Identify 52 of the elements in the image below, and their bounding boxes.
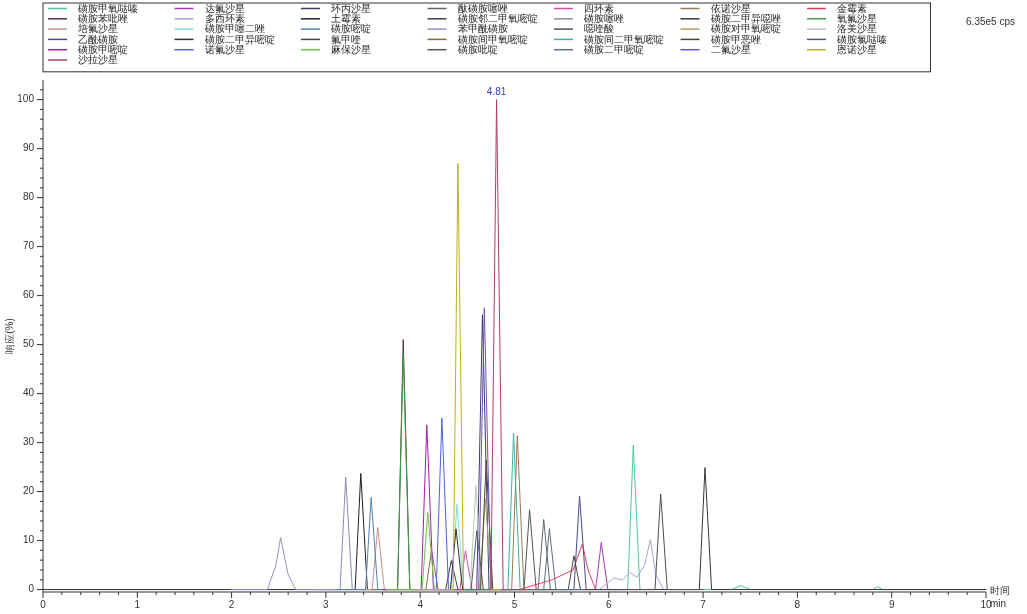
- legend-label: 沙拉沙星: [78, 54, 118, 66]
- y-tick-label: 70: [22, 240, 35, 252]
- y-tick-label: 80: [22, 191, 35, 203]
- x-tick-label: 7: [700, 598, 707, 610]
- text: 6.35e5 cps: [966, 15, 1015, 27]
- x-tick-label: 1: [134, 598, 141, 610]
- legend-label: 多西环素: [204, 12, 245, 24]
- x-tick-label: 5: [511, 598, 518, 610]
- y-tick-label: 30: [22, 436, 35, 448]
- y-tick-label: 20: [22, 485, 35, 497]
- x-tick-label: 9: [888, 598, 895, 610]
- legend-label: 磺胺甲恶唑: [709, 33, 761, 45]
- annotation: 4.81: [486, 86, 507, 98]
- legend-label: 磺胺间二甲氧嘧啶: [583, 33, 664, 45]
- y-tick-label: 40: [22, 387, 35, 399]
- legend-label: 磺胺间甲氧嘧啶: [456, 33, 528, 45]
- y-axis-title: 响应(%): [3, 318, 15, 354]
- x-tick-label: 2: [228, 598, 235, 610]
- x-tick-label: 3: [323, 598, 330, 610]
- x-axis-title: 时间 min: [990, 584, 1010, 609]
- y-tick-label: 60: [22, 289, 35, 301]
- legend-label: 噁喹酸: [584, 23, 614, 35]
- legend-label: 磺胺对甲氧嘧啶: [709, 23, 781, 35]
- legend-label: 乙酰磺胺: [78, 33, 118, 45]
- legend-label: 苯甲酰磺胺: [457, 23, 508, 35]
- legend-label: 磺胺甲氧哒嗪: [77, 2, 138, 14]
- legend-label: 麻保沙星: [331, 43, 371, 55]
- legend-label: 磺胺甲嘧啶: [77, 43, 128, 55]
- legend-label: 培氟沙星: [77, 23, 118, 35]
- x-tick-label: 8: [794, 598, 801, 610]
- y-tick-label: 100: [17, 93, 35, 105]
- legend-label: 依诺沙星: [710, 2, 751, 14]
- legend-label: 磺胺嘧啶: [330, 23, 371, 35]
- legend-label: 氟甲喹: [331, 33, 361, 45]
- x-tick-label: 0: [40, 598, 47, 610]
- legend-label: 洛美沙星: [837, 23, 877, 35]
- legend-label: 达氟沙星: [204, 2, 245, 14]
- legend-label: 四环素: [584, 2, 614, 14]
- legend-label: 磺胺二甲异嘧啶: [203, 33, 275, 45]
- legend-label: 酞磺胺噻唑: [457, 2, 508, 14]
- legend-label: 金霉素: [837, 2, 867, 14]
- y-tick-label: 90: [22, 142, 35, 154]
- y-tick-label: 0: [28, 583, 35, 595]
- x-tick-label: 6: [606, 598, 613, 610]
- legend-label: 环丙沙星: [331, 2, 371, 14]
- y-tick-label: 50: [22, 338, 35, 350]
- x-tick-label: 4: [417, 598, 424, 610]
- x-tick-label: 10: [980, 598, 992, 610]
- legend-label: 磺胺噻唑: [583, 12, 624, 24]
- legend-label: 磺胺甲噻二唑: [203, 23, 265, 35]
- legend-label: 磺胺氯哒嗪: [836, 33, 887, 45]
- y-tick-label: 10: [22, 534, 35, 546]
